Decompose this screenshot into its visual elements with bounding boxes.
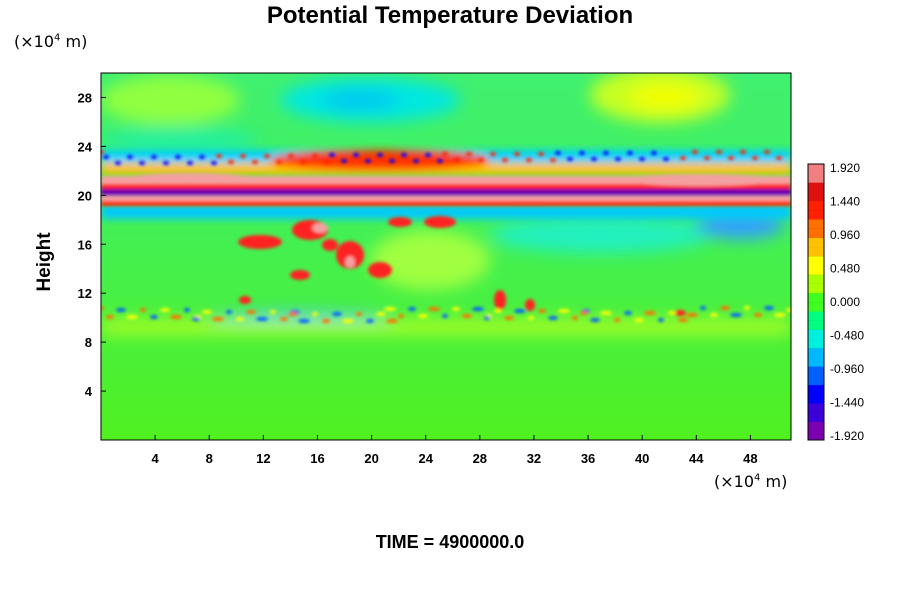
colorbar-segment [808, 421, 824, 432]
x-tick-label: 28 [473, 451, 487, 466]
colorbar-segment [808, 182, 824, 192]
x-tick-label: 12 [256, 451, 270, 466]
plot-area [101, 73, 791, 440]
heatmap-convection [101, 150, 791, 323]
colorbar-segment [808, 164, 824, 174]
colorbar-segment [808, 338, 824, 349]
colorbar-tick-label: -0.480 [830, 329, 864, 343]
colorbar-segment [808, 200, 824, 211]
colorbar-segment [808, 320, 824, 330]
colorbar-tick-label: 1.920 [830, 161, 860, 175]
colorbar-tick-label: 0.960 [830, 228, 860, 242]
colorbar-tick-label: 0.000 [830, 295, 860, 309]
colorbar-segment [808, 375, 824, 386]
x-axis: 4 8 12 16 20 24 28 32 36 40 44 48 [152, 435, 758, 466]
colorbar-segment [808, 237, 824, 248]
x-tick-label: 16 [310, 451, 324, 466]
heatmap-band-core [101, 173, 791, 206]
colorbar-segment [808, 311, 824, 321]
colorbar-segment [808, 357, 824, 367]
x-tick-label: 20 [364, 451, 378, 466]
colorbar-segment [808, 173, 824, 183]
x-tick-label: 24 [418, 451, 433, 466]
y-axis-label: Height [34, 232, 55, 292]
time-label: TIME = 4900000.0 [375, 532, 525, 552]
y-tick-label: 12 [78, 286, 92, 301]
y-tick-label: 16 [78, 237, 92, 252]
colorbar-segment [808, 191, 824, 202]
x-tick-label: 48 [743, 451, 757, 466]
colorbar-segment [808, 228, 824, 238]
y-axis-unit: (×104 m) [14, 32, 88, 51]
x-tick-label: 44 [689, 451, 704, 466]
colorbar-tick-label: -0.960 [830, 362, 864, 376]
colorbar-segment [808, 384, 824, 395]
colorbar-tick-label: -1.440 [830, 396, 864, 410]
y-tick-label: 24 [78, 139, 93, 154]
colorbar-tick-label: -1.920 [830, 429, 864, 443]
colorbar-segment [808, 366, 824, 376]
colorbar-segment [808, 292, 824, 303]
colorbar-segment [808, 265, 824, 275]
y-tick-label: 8 [85, 335, 92, 350]
heatmap-smooth-field [101, 73, 791, 334]
y-tick-label: 4 [85, 384, 93, 399]
colorbar-segment [808, 219, 824, 229]
colorbar: 1.920 1.440 0.960 0.480 0.000 -0.480 -0.960 -1.… [807, 161, 864, 443]
colorbar-segment [808, 348, 824, 358]
colorbar-segment [808, 302, 824, 312]
plot-frame [100, 72, 792, 441]
chart-title: Potential Temperature Deviation [266, 2, 634, 29]
x-tick-label: 32 [527, 451, 541, 466]
colorbar-segment [808, 403, 824, 413]
colorbar-segment [808, 329, 824, 340]
colorbar-segment [808, 394, 824, 404]
colorbar-tick-label: 0.480 [830, 262, 860, 276]
colorbar-tick-label: 1.440 [830, 195, 860, 209]
colorbar-segment [808, 412, 824, 422]
y-tick-label: 20 [78, 188, 92, 203]
colorbar-segment [808, 246, 824, 257]
x-tick-label: 36 [581, 451, 595, 466]
y-axis: 4 8 12 16 20 24 28 [78, 90, 106, 399]
colorbar-segment [808, 430, 824, 441]
colorbar-frame [807, 163, 825, 441]
colorbar-segment [808, 256, 824, 266]
y-tick-label: 28 [78, 90, 92, 105]
colorbar-segment [808, 283, 824, 294]
x-tick-label: 40 [635, 451, 649, 466]
x-axis-unit: (×104 m) [714, 472, 788, 491]
colorbar-segment [808, 210, 824, 220]
x-tick-label: 8 [206, 451, 213, 466]
colorbar-segment [808, 274, 824, 284]
x-tick-label: 4 [152, 451, 160, 466]
